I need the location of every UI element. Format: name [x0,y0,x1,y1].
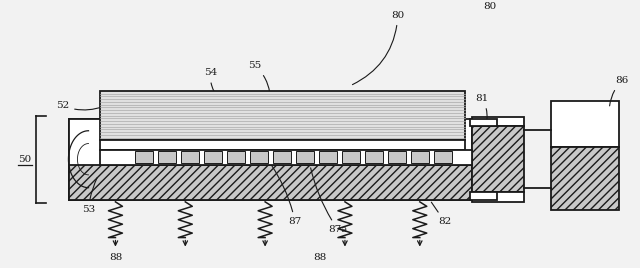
Text: 86: 86 [610,76,629,106]
Polygon shape [204,151,222,163]
Text: 80: 80 [353,11,404,85]
Text: 53: 53 [82,178,97,214]
Polygon shape [552,147,620,210]
Polygon shape [100,150,472,165]
Polygon shape [100,140,465,150]
Polygon shape [472,192,524,202]
Polygon shape [273,151,291,163]
Polygon shape [411,151,429,163]
Polygon shape [68,118,472,200]
Text: 50: 50 [18,155,31,164]
Polygon shape [136,151,154,163]
Polygon shape [342,151,360,163]
Text: 54: 54 [204,68,218,99]
Polygon shape [472,117,524,126]
Text: 88: 88 [314,253,326,262]
Polygon shape [319,151,337,163]
Polygon shape [470,118,497,126]
Polygon shape [434,151,452,163]
Polygon shape [68,118,106,200]
Polygon shape [181,151,199,163]
Polygon shape [470,192,497,200]
Polygon shape [68,165,472,200]
Polygon shape [365,151,383,163]
Text: 55: 55 [248,61,270,93]
Polygon shape [472,126,524,192]
Text: 88: 88 [109,253,122,262]
Text: 52: 52 [56,101,103,110]
Polygon shape [227,151,245,163]
Polygon shape [250,151,268,163]
Polygon shape [158,151,176,163]
Text: 87: 87 [271,165,301,226]
Polygon shape [296,151,314,163]
Text: 87a: 87a [310,168,348,234]
Polygon shape [552,101,620,147]
Text: 80: 80 [483,2,496,12]
Text: 82: 82 [431,202,451,226]
Polygon shape [388,151,406,163]
Polygon shape [100,91,465,140]
Text: 81: 81 [475,94,488,119]
